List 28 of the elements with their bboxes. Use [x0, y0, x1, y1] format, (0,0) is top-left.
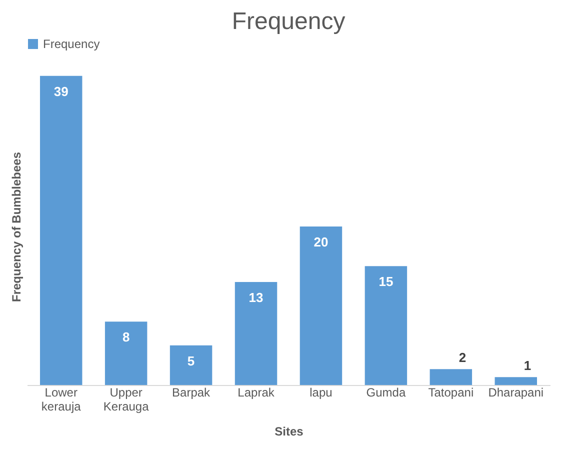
bar — [300, 226, 342, 385]
data-label: 20 — [314, 234, 328, 250]
x-tick-label: Gumda — [366, 386, 406, 400]
data-label: 1 — [524, 358, 532, 374]
bar — [170, 345, 212, 385]
x-axis-title: Sites — [274, 424, 304, 438]
data-label: 8 — [122, 330, 130, 345]
bar — [430, 369, 472, 385]
bar — [364, 266, 408, 385]
y-axis-title: Frequency of Bumblebees — [10, 152, 24, 302]
data-label: 13 — [248, 290, 264, 305]
x-tick-label: Upper Kerauga — [103, 386, 150, 414]
x-tick-label: Lower kerauja — [41, 386, 82, 414]
bar — [40, 76, 82, 385]
data-label: 2 — [458, 350, 466, 366]
legend-label: Frequency — [43, 37, 100, 51]
x-tick-label: Barpak — [172, 386, 212, 400]
data-label: 5 — [187, 353, 195, 368]
x-tick-label: lapu — [310, 386, 332, 400]
chart-title: Frequency — [232, 8, 346, 35]
bar — [494, 377, 538, 385]
x-tick-label: Dharapani — [488, 386, 544, 400]
x-tick-label: Laprak — [238, 386, 276, 400]
x-tick-label: Tatopani — [428, 386, 474, 400]
bar — [234, 282, 278, 385]
bar — [104, 322, 148, 385]
data-label: 39 — [54, 84, 68, 99]
data-label: 15 — [378, 274, 394, 290]
